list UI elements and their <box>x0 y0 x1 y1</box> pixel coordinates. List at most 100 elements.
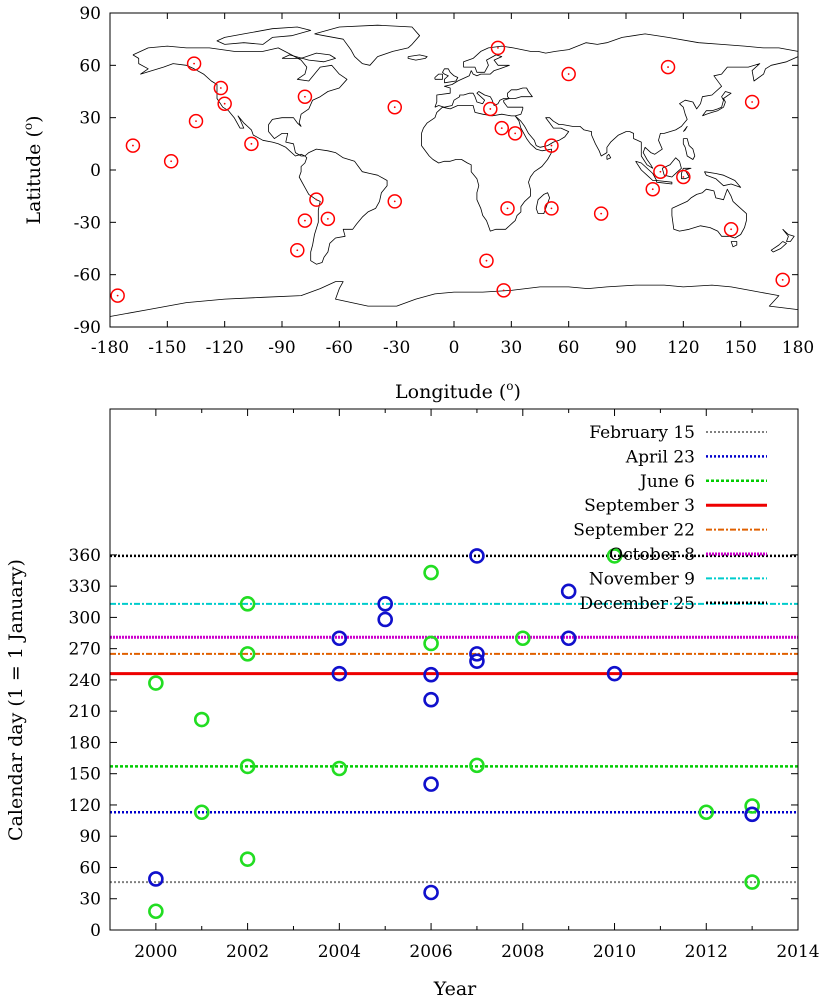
map-point <box>213 80 229 96</box>
y-tick-label: 270 <box>69 640 101 660</box>
map-point <box>479 253 494 268</box>
green-point <box>744 798 760 814</box>
blue-point <box>148 871 164 887</box>
green-point <box>698 804 715 821</box>
x-tick-label: -30 <box>383 338 410 358</box>
map-point <box>244 136 259 152</box>
map-points <box>110 40 790 303</box>
legend-label: September 22 <box>573 521 695 541</box>
map-point <box>188 113 204 129</box>
blue-point <box>560 630 577 647</box>
green-point <box>331 760 348 777</box>
map-y-axis-label: Latitude (o) <box>21 115 45 224</box>
map-point <box>125 138 141 153</box>
blue-point <box>331 630 348 647</box>
legend-label: June 6 <box>638 472 695 492</box>
map-point <box>110 288 125 303</box>
x-tick-label: 180 <box>782 338 814 358</box>
x-tick-label: 90 <box>615 338 637 358</box>
y-tick-label: 330 <box>69 577 101 597</box>
map-point <box>593 206 609 221</box>
green-point <box>239 851 256 867</box>
blue-point <box>423 776 439 792</box>
map-point <box>186 56 202 71</box>
y-tick-label: 60 <box>79 56 101 76</box>
x-tick-label: 60 <box>558 338 580 358</box>
x-tick-label: 2006 <box>409 942 452 962</box>
x-tick-label: 2008 <box>501 942 544 962</box>
y-tick-label: 240 <box>69 671 101 691</box>
legend-label: September 3 <box>584 496 695 516</box>
map-x-axis-label: Longitude (o) <box>395 379 521 403</box>
green-point <box>744 874 760 890</box>
y-tick-label: 30 <box>79 890 101 910</box>
legend-label: February 15 <box>589 423 695 443</box>
map-point <box>483 101 498 117</box>
map-point <box>544 138 559 153</box>
calendar-ticks: 2000 2002 2004 2006 2008 2010 2012 2014 0 30 60 90 1… <box>69 409 820 962</box>
map-ticks: -180 -150 -120 -90 -60 -30 0 30 60 90 120 150 180 -90… <box>74 4 815 358</box>
blue-point <box>560 583 577 600</box>
blue-point <box>423 691 439 708</box>
x-tick-label: -120 <box>206 338 244 358</box>
x-tick-label: -180 <box>91 338 129 358</box>
green-point <box>469 757 485 774</box>
calendar-points <box>148 548 760 920</box>
green-point <box>606 548 623 564</box>
map-point <box>544 201 559 216</box>
blue-point <box>423 666 439 683</box>
x-tick-label: 30 <box>501 338 523 358</box>
green-point <box>148 675 164 691</box>
map-point <box>723 222 739 237</box>
x-tick-label: 2012 <box>685 942 728 962</box>
green-point <box>148 903 164 920</box>
y-tick-label: 120 <box>69 796 101 816</box>
y-tick-label: 60 <box>79 858 101 878</box>
map-point <box>297 213 313 228</box>
y-tick-label: 0 <box>90 921 101 941</box>
map-point <box>494 120 510 136</box>
green-point <box>423 635 439 652</box>
x-tick-label: -60 <box>326 338 353 358</box>
map-point <box>290 242 305 258</box>
y-tick-label: -30 <box>74 213 101 233</box>
y-tick-label: 150 <box>69 765 101 785</box>
legend-label: April 23 <box>625 447 695 467</box>
green-point <box>514 630 531 647</box>
map-point <box>217 96 232 111</box>
blue-point <box>469 646 485 662</box>
legend: February 15 April 23 June 6 September 3 Sept… <box>573 423 767 614</box>
x-tick-label: 2004 <box>318 942 361 962</box>
y-tick-label: 90 <box>79 4 101 24</box>
blue-point <box>606 665 623 682</box>
map-point <box>163 154 179 169</box>
map-point <box>507 126 523 141</box>
map-point <box>320 211 336 227</box>
y-tick-label: 90 <box>79 827 101 847</box>
map-point <box>660 59 676 75</box>
reference-lines <box>110 554 798 884</box>
y-tick-label: -90 <box>74 318 101 338</box>
map-point <box>490 40 506 56</box>
map-panel: -180 -150 -120 -90 -60 -30 0 30 60 90 120 150 180 -90… <box>21 4 814 403</box>
y-tick-label: 210 <box>69 702 101 722</box>
x-tick-label: -90 <box>268 338 295 358</box>
blue-point <box>377 611 394 628</box>
map-point <box>775 272 790 288</box>
green-point <box>239 596 256 612</box>
blue-point <box>331 665 348 682</box>
blue-point <box>423 884 439 901</box>
green-point <box>193 711 210 728</box>
x-tick-label: -150 <box>148 338 186 358</box>
green-point <box>193 804 210 821</box>
map-point <box>561 66 576 82</box>
map-point <box>676 169 691 185</box>
y-tick-label: 300 <box>69 608 101 628</box>
blue-point <box>744 806 760 823</box>
blue-point <box>469 653 485 669</box>
blue-point <box>469 548 485 564</box>
map-point <box>500 201 515 216</box>
y-tick-label: -60 <box>74 266 101 286</box>
x-tick-label: 150 <box>724 338 756 358</box>
